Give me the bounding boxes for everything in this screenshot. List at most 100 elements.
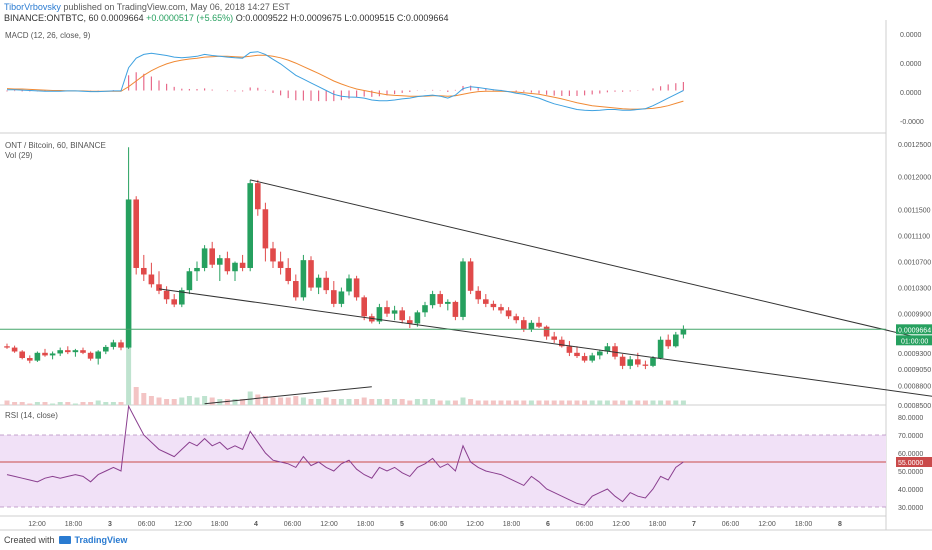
candle: [201, 245, 208, 272]
candle-body: [642, 364, 649, 366]
volume-bar: [407, 400, 413, 405]
volume-bar: [673, 400, 679, 405]
candle-body: [4, 346, 10, 348]
candle-body: [680, 329, 687, 335]
candle: [331, 281, 337, 308]
rsi-tag-text: 55.0000: [898, 460, 923, 467]
time-tick-label: 18:00: [65, 521, 83, 528]
candle: [315, 274, 322, 295]
volume-bar: [589, 400, 595, 405]
volume-bar: [574, 400, 580, 405]
candle-body: [315, 277, 322, 288]
candle: [156, 271, 162, 295]
last-price: 0.0009664: [101, 13, 144, 23]
candle-body: [49, 353, 56, 356]
volume-bar: [27, 403, 33, 405]
candle-body: [551, 336, 557, 340]
candle: [619, 354, 626, 370]
price-tick-label: 0.0008500: [898, 403, 931, 410]
volume-bar: [103, 402, 109, 405]
volume-bar: [323, 397, 329, 405]
volume-bar: [665, 400, 671, 405]
time-tick-label: 12:00: [174, 521, 192, 528]
volume-bar: [247, 391, 253, 405]
candle: [680, 325, 687, 339]
candle: [551, 331, 557, 344]
macd-signal-line: [6, 54, 684, 110]
candle-body: [80, 350, 86, 353]
candle: [452, 300, 459, 321]
macd-tick-label: 0.0000: [900, 61, 922, 68]
volume-bar: [338, 399, 344, 405]
candle-body: [597, 351, 603, 356]
volume-bar: [612, 400, 618, 405]
time-tick-label: 12:00: [612, 521, 630, 528]
candle-body: [521, 320, 527, 330]
time-tick-label: 18:00: [211, 521, 229, 528]
time-tick-label: 06:00: [430, 521, 448, 528]
candle-body: [422, 305, 428, 313]
candle-body: [239, 262, 246, 268]
candle-body: [293, 281, 299, 298]
rsi-tick-label: 60.0000: [898, 451, 923, 458]
macd-tick-label: 0.0000: [900, 32, 922, 39]
tradingview-brand[interactable]: TradingView: [74, 535, 128, 545]
volume-bar: [528, 400, 534, 405]
candle: [19, 350, 25, 360]
candle: [57, 347, 63, 357]
candle-body: [270, 248, 276, 262]
candle: [536, 316, 542, 329]
trendline: [250, 179, 932, 342]
candle: [95, 350, 101, 365]
volume-bar: [437, 400, 443, 405]
candle: [346, 274, 352, 296]
author-link[interactable]: TiborVrbovsky: [4, 2, 61, 12]
volume-bar: [308, 399, 314, 405]
price-tick-label: 0.0010700: [898, 259, 931, 266]
candle: [239, 254, 246, 272]
candle-body: [133, 199, 139, 268]
candle: [559, 336, 565, 348]
volume-bar: [148, 396, 154, 405]
volume-bar: [72, 403, 78, 405]
candle-body: [627, 359, 633, 366]
candle-body: [27, 358, 33, 361]
volume-bar: [278, 397, 284, 405]
volume-bar: [346, 399, 352, 405]
candle: [11, 345, 18, 353]
trendline: [204, 386, 372, 405]
candle: [209, 241, 215, 268]
candle-body: [11, 347, 18, 352]
volume-bar: [376, 399, 382, 405]
candle: [597, 349, 603, 360]
time-tick-label: 18:00: [795, 521, 813, 528]
volume-bar: [490, 400, 496, 405]
price-tick-label: 0.0009050: [898, 367, 931, 374]
candle: [72, 348, 79, 357]
candle-body: [589, 355, 595, 361]
volume-bar: [194, 397, 200, 405]
candle-body: [559, 339, 565, 347]
candle-body: [665, 339, 671, 347]
candle-body: [194, 267, 200, 272]
time-tick-label: 06:00: [722, 521, 740, 528]
tradingview-logo-icon: [58, 536, 71, 544]
candle: [300, 254, 307, 301]
time-tick-label: 18:00: [357, 521, 375, 528]
candle: [475, 286, 481, 304]
candle: [179, 287, 185, 308]
volume-bar: [270, 397, 276, 405]
volume-bar: [650, 400, 656, 405]
volume-bar: [597, 400, 603, 405]
volume-bar: [566, 400, 572, 405]
volume-bar: [658, 400, 664, 405]
volume-bar: [12, 402, 18, 405]
volume-bar: [506, 400, 512, 405]
candle-body: [65, 350, 71, 353]
candle: [110, 339, 117, 350]
trendline: [158, 288, 932, 397]
ohlc-line: BINANCE:ONTBTC, 60 0.0009664 +0.0000517 …: [4, 13, 448, 23]
time-tick-label: 5: [400, 521, 404, 528]
candle: [589, 352, 595, 363]
